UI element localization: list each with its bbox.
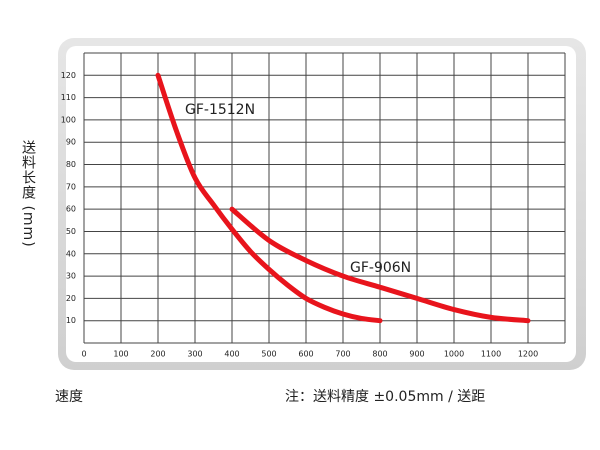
note: 注：送料精度 ±0.05mm / 送距 bbox=[285, 389, 486, 405]
series-line bbox=[229, 206, 531, 324]
x-axis-label: 速度 bbox=[55, 389, 83, 405]
y-tick-label: 40 bbox=[66, 249, 76, 258]
y-tick-label: 110 bbox=[61, 93, 76, 102]
x-tick-label: 600 bbox=[298, 350, 313, 359]
y-tick-label: 50 bbox=[66, 227, 76, 236]
x-tick-label: 1100 bbox=[481, 350, 501, 359]
y-tick-label: 20 bbox=[66, 294, 76, 303]
series-label: GF-1512N bbox=[185, 102, 255, 118]
y-tick-label: 60 bbox=[66, 205, 76, 214]
y-tick-label: 90 bbox=[66, 138, 76, 147]
y-tick-label: 120 bbox=[61, 71, 76, 80]
y-tick-label: 80 bbox=[66, 160, 76, 169]
y-tick-label: 30 bbox=[66, 272, 76, 281]
series-line bbox=[155, 72, 383, 324]
x-tick-label: 1200 bbox=[518, 350, 538, 359]
x-tick-label: 500 bbox=[261, 350, 276, 359]
x-tick-label: 300 bbox=[187, 350, 202, 359]
y-tick-label: 70 bbox=[66, 182, 76, 191]
x-tick-label: 1000 bbox=[444, 350, 464, 359]
y-tick-label: 10 bbox=[66, 316, 76, 325]
x-tick-label: 400 bbox=[224, 350, 239, 359]
x-tick-label: 900 bbox=[409, 350, 424, 359]
y-tick-label: 100 bbox=[61, 115, 76, 124]
x-tick-label: 200 bbox=[150, 350, 165, 359]
series-label: GF-906N bbox=[350, 260, 411, 276]
y-axis-label: 送料长度 (mm) bbox=[20, 140, 36, 248]
x-tick-label: 700 bbox=[335, 350, 350, 359]
plot-bg bbox=[66, 46, 576, 362]
x-tick-label: 800 bbox=[372, 350, 387, 359]
x-tick-label: 0 bbox=[81, 350, 86, 359]
x-tick-label: 100 bbox=[113, 350, 128, 359]
